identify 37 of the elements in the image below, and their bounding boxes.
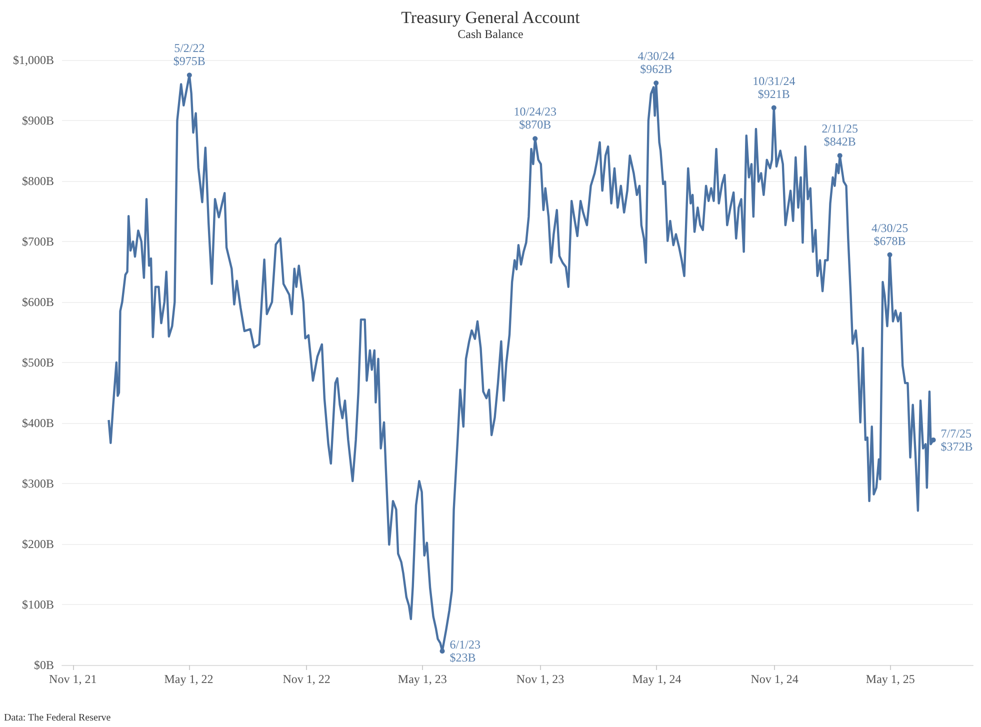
y-tick-label: $1,000B <box>12 53 54 67</box>
y-tick-label: $200B <box>22 537 54 551</box>
x-tick-label: May 1, 25 <box>866 672 915 686</box>
y-tick-label: $500B <box>22 356 54 370</box>
y-tick-label: $300B <box>22 476 54 490</box>
point <box>440 648 445 654</box>
point <box>771 105 776 110</box>
annotation: 2/11/25 $842B <box>822 122 858 149</box>
x-tick-label: May 1, 23 <box>398 672 447 686</box>
annotation: 10/24/23 $870B <box>514 104 556 132</box>
annotation: 4/30/24 $962B <box>638 48 674 76</box>
chart-subtitle: Cash Balance <box>458 27 524 41</box>
x-tick-label: May 1, 24 <box>632 672 682 686</box>
y-tick-label: $600B <box>22 295 54 309</box>
y-tick-label: $800B <box>22 174 54 188</box>
text: Data: The Federal Reserve <box>4 712 112 724</box>
point <box>887 252 892 258</box>
annotation: 7/7/25 $372B <box>940 426 973 454</box>
y-tick-label: $400B <box>22 416 54 430</box>
point <box>532 136 538 142</box>
y-tick-label: $0B <box>34 658 54 672</box>
x-tick-label: Nov 1, 21 <box>49 672 97 686</box>
x-tick-label: Nov 1, 22 <box>282 672 330 686</box>
y-tick-label: $100B <box>22 598 54 612</box>
y-tick-label: $900B <box>22 114 54 128</box>
chart-title: Treasury General Account <box>401 8 580 27</box>
y-tick-label: $700B <box>22 234 54 248</box>
x-tick-label: Nov 1, 23 <box>516 672 564 686</box>
point <box>186 72 192 78</box>
x-tick-label: May 1, 22 <box>164 672 214 686</box>
annotation: 4/30/25 $678B <box>871 220 908 248</box>
annotation: 6/1/23 $23B <box>450 638 480 665</box>
point <box>654 80 659 86</box>
annotation: 5/2/22 $975B <box>173 41 206 68</box>
x-tick-label: Nov 1, 24 <box>750 672 798 686</box>
annotation: 10/31/24 $921B <box>752 74 796 101</box>
point <box>837 153 842 158</box>
